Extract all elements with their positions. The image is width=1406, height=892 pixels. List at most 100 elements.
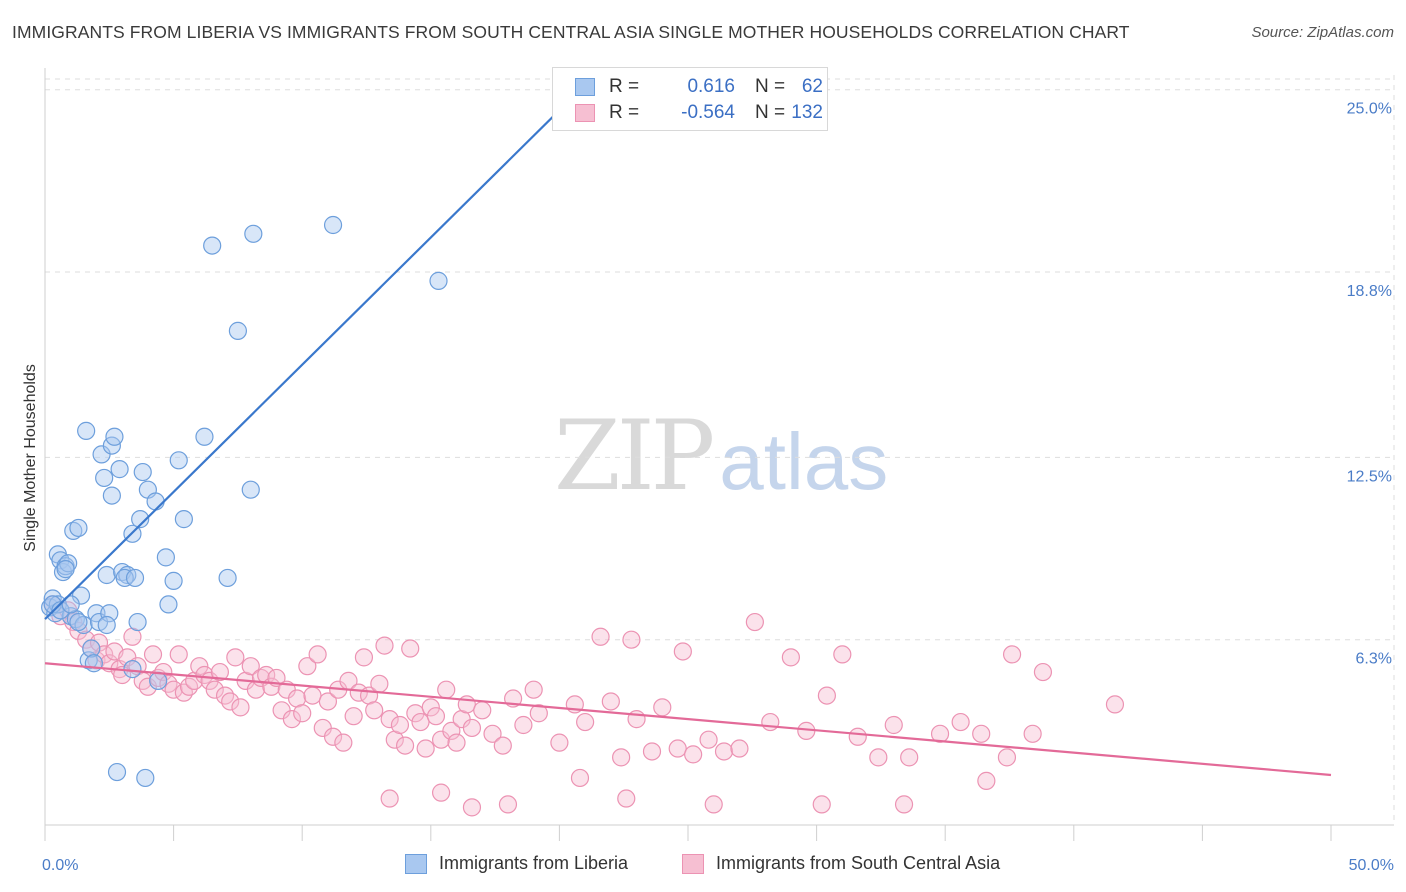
liberia-point — [218, 568, 237, 588]
sca-point — [298, 657, 317, 676]
sca-point — [612, 748, 631, 767]
liberia-point — [156, 548, 175, 567]
sca-point — [1023, 724, 1042, 743]
sca-point — [642, 742, 662, 761]
watermark-zip: ZIP — [554, 400, 715, 512]
sca-point — [344, 707, 363, 726]
y-tick-label: 6.3% — [1356, 651, 1392, 668]
liberia-point — [79, 651, 98, 670]
liberia-point — [128, 612, 147, 632]
sca-point — [781, 648, 800, 667]
y-tick-label: 12.5% — [1347, 468, 1392, 485]
sca-point — [401, 639, 420, 658]
sca-point — [699, 730, 718, 749]
sca-point — [493, 736, 512, 755]
sca-point — [308, 645, 327, 664]
sca-point — [442, 721, 461, 740]
sca-point — [195, 665, 214, 685]
sca-point — [431, 783, 451, 802]
sca-point — [833, 645, 852, 664]
liberia-point — [323, 215, 343, 235]
series-label-liberia: Immigrants from Liberia — [439, 853, 629, 873]
liberia-point — [102, 486, 121, 505]
sca-point — [380, 789, 399, 808]
sca-point — [704, 795, 723, 814]
liberia-point — [169, 451, 188, 470]
liberia-point — [131, 510, 150, 529]
sca-point — [293, 704, 312, 723]
sca-point — [550, 733, 569, 752]
liberia-point — [97, 615, 116, 635]
liberia-point — [107, 762, 127, 782]
sca-point — [190, 657, 209, 676]
liberia-point — [100, 604, 119, 623]
liberia-point — [125, 568, 145, 588]
sca-point — [241, 657, 260, 676]
sca-point — [812, 795, 831, 814]
chart-title: IMMIGRANTS FROM LIBERIA VS IMMIGRANTS FR… — [12, 22, 1130, 42]
sca-point — [473, 701, 492, 720]
sca-point — [514, 715, 533, 735]
sca-point — [817, 686, 836, 705]
sca-point — [215, 686, 235, 705]
sca-point — [1105, 695, 1125, 714]
sca-point — [930, 724, 950, 743]
sca-point — [179, 677, 199, 696]
sca-point — [395, 736, 415, 755]
liberia-point — [159, 595, 178, 614]
liberia-trend-line — [44, 109, 561, 620]
liberia-point — [123, 660, 142, 679]
sca-point — [426, 707, 446, 726]
sca-point — [354, 648, 374, 667]
sca-point — [462, 718, 482, 738]
liberia-point — [149, 671, 168, 690]
liberia-point — [74, 615, 93, 635]
legend-n-value: 62 — [801, 76, 823, 97]
sca-point — [570, 768, 590, 788]
liberia-point — [95, 468, 114, 488]
axes — [44, 68, 1394, 841]
sca-point — [210, 662, 229, 682]
liberia-point — [164, 571, 183, 590]
sca-point — [1002, 645, 1022, 664]
liberia-point — [105, 427, 124, 446]
liberia-point — [195, 427, 214, 446]
sca-point — [221, 692, 240, 711]
sca-point — [226, 648, 245, 667]
y-tick-label: 18.8% — [1347, 283, 1392, 300]
sca-point — [416, 739, 435, 758]
sca-point — [411, 712, 430, 732]
sca-point — [668, 739, 687, 758]
sca-point — [997, 748, 1017, 767]
sca-point — [524, 680, 543, 699]
sca-point — [601, 692, 620, 711]
legend-n-label: N = — [755, 102, 786, 123]
sca-point — [761, 712, 780, 732]
sca-point — [143, 645, 163, 664]
sca-point — [205, 680, 224, 699]
liberia-point — [146, 492, 165, 511]
x-tick-label: 0.0% — [42, 857, 78, 874]
tick-labels: 6.3% 12.5% 18.8% 25.0% 0.0% 50.0% — [42, 101, 1394, 874]
sca-point — [390, 715, 410, 735]
y-tick-label: 25.0% — [1347, 101, 1392, 118]
liberia-point — [77, 421, 96, 440]
sca-point — [483, 724, 502, 743]
liberia-point — [97, 565, 116, 585]
sca-point — [617, 789, 636, 808]
liberia-point — [69, 518, 88, 538]
sca-point — [349, 683, 368, 702]
sca-point — [447, 733, 466, 752]
sca-point — [869, 748, 888, 767]
liberia-point — [84, 654, 103, 673]
sca-point — [159, 674, 178, 693]
sca-trend-line — [44, 662, 1332, 777]
legend-r-label: R = — [609, 102, 640, 123]
sca-point — [848, 727, 867, 746]
series-label-sca: Immigrants from South Central Asia — [716, 853, 1001, 873]
liberia-point — [69, 612, 88, 632]
sca-point — [174, 683, 193, 702]
sca-point — [884, 715, 903, 735]
sca-point — [421, 698, 440, 717]
